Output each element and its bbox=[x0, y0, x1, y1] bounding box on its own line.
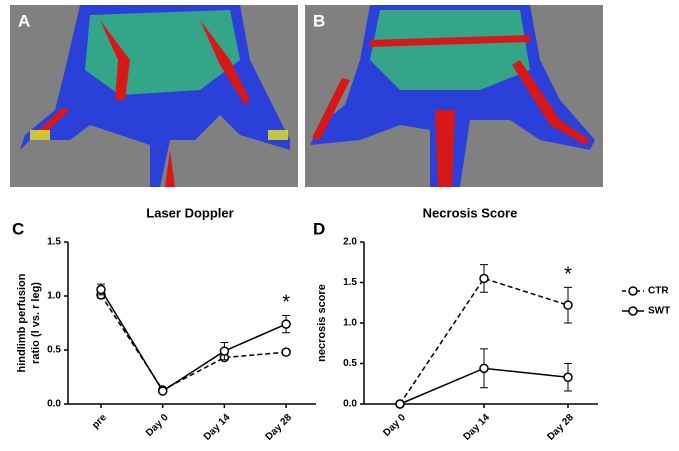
data-point bbox=[479, 273, 489, 284]
image-a: A bbox=[10, 5, 298, 187]
y-tick-label: 0.5 bbox=[343, 358, 357, 369]
legend-label: SWT bbox=[648, 306, 670, 317]
data-point bbox=[479, 363, 489, 374]
series-line bbox=[100, 289, 287, 393]
x-tick-label: pre bbox=[90, 412, 109, 431]
y-axis-label: necrosis score bbox=[316, 284, 328, 362]
legend-marker bbox=[628, 286, 638, 296]
y-tick-label: 1.0 bbox=[47, 291, 61, 302]
x-tick-label: Day 14 bbox=[202, 412, 233, 443]
panel-label: D bbox=[313, 219, 325, 238]
panel-label: A bbox=[18, 11, 30, 30]
y-tick-label: 1.5 bbox=[343, 277, 357, 288]
y-tick-label: 2.0 bbox=[343, 237, 357, 248]
y-tick-label: 0.0 bbox=[343, 399, 357, 410]
x-tick-label: Day 0 bbox=[381, 412, 408, 439]
data-point bbox=[219, 346, 230, 356]
data-point bbox=[157, 386, 168, 396]
annotation: * bbox=[564, 264, 572, 286]
x-tick-label: Day 14 bbox=[461, 412, 492, 443]
image-b: B bbox=[305, 5, 603, 187]
legend-label: CTR bbox=[648, 286, 669, 297]
annotation: * bbox=[282, 292, 290, 314]
y-tick-label: 0.5 bbox=[47, 345, 61, 356]
series-line bbox=[399, 277, 569, 405]
data-point bbox=[96, 284, 106, 295]
y-tick-label: 1.5 bbox=[47, 237, 61, 248]
y-tick-label: 0.0 bbox=[47, 399, 61, 410]
panel-label: B bbox=[313, 11, 325, 30]
series-line bbox=[100, 294, 287, 391]
y-tick-label: 1.0 bbox=[343, 318, 357, 329]
data-point bbox=[281, 347, 291, 357]
legend-marker bbox=[628, 306, 638, 316]
data-point bbox=[395, 399, 405, 409]
panel-label: C bbox=[12, 219, 24, 238]
y-axis-label: hindlimb perfusion bbox=[16, 273, 28, 372]
y-axis-label: ratio (l vs. r leg) bbox=[30, 282, 42, 364]
data-point bbox=[563, 300, 573, 310]
chart-title: Laser Doppler bbox=[146, 205, 233, 220]
chart-title: Necrosis Score bbox=[423, 205, 518, 220]
x-tick-label: Day 28 bbox=[264, 412, 295, 443]
x-tick-label: Day 0 bbox=[144, 412, 171, 439]
x-tick-label: Day 28 bbox=[545, 412, 576, 443]
data-point bbox=[281, 319, 291, 329]
data-point bbox=[563, 372, 573, 383]
